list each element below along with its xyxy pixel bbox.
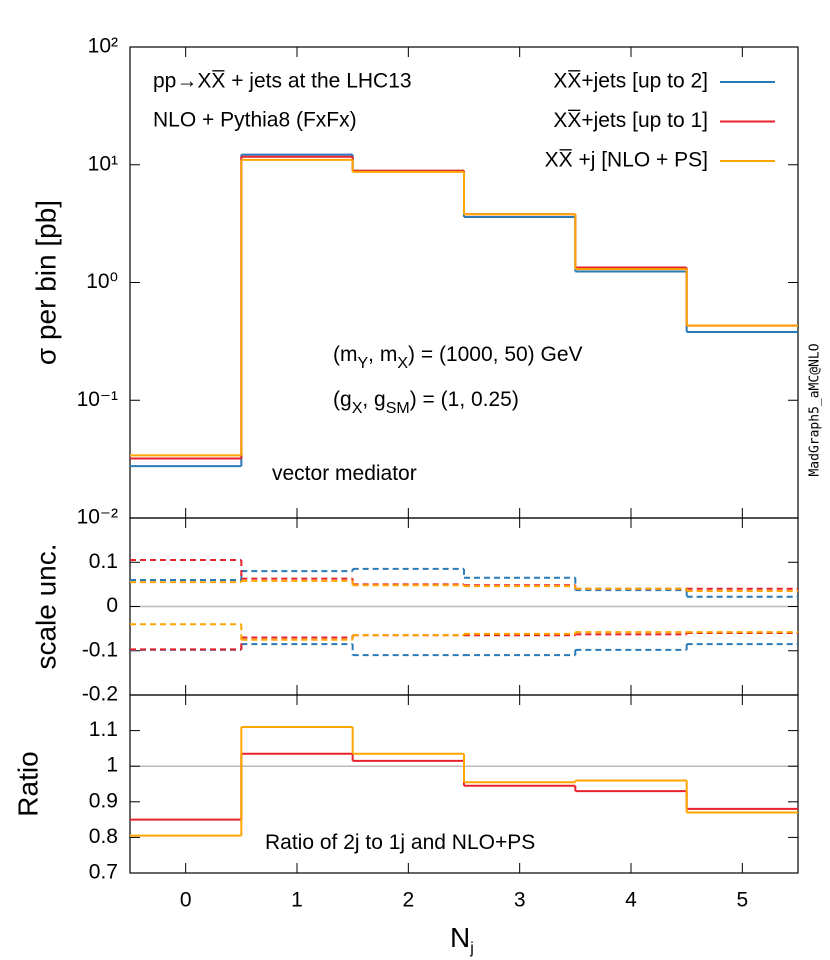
annotation: (mY, mX) = (1000, 50) GeV [333,343,583,372]
y-tick-label: 0.7 [89,861,118,884]
legend-label: XX̅+jets [up to 2] [553,70,708,93]
text-part: ) = (1, 0.25) [410,388,519,411]
chart-subtitle: NLO + Pythia8 (FxFx) [153,109,357,132]
x-tick-label: 4 [625,889,637,912]
y-axis-label: Ratio [12,751,43,816]
y-tick-label: 0.8 [89,825,118,848]
subscript: X [352,400,363,417]
text-part: vector mediator [272,462,417,485]
y-tick-label: 1.1 [89,718,118,741]
y-tick-label: 0.9 [89,789,118,812]
subscript: SM [386,400,410,417]
y-tick-label: 10² [88,35,118,58]
x-tick-label: 2 [402,889,414,912]
y-tick-label: 0 [106,594,118,617]
y-tick-label: 10¹ [88,152,118,175]
x-tick-label: 0 [180,889,192,912]
y-tick-label: 10⁰ [86,270,118,293]
legend-label: XX̅ +j [NLO + PS] [545,149,708,172]
subscript: Y [358,355,369,372]
text-part: , g [362,388,385,411]
y-tick-label: 0.1 [89,550,118,573]
chart-title: pp→XX̅ + jets at the LHC13 [153,70,412,93]
y-tick-label: 10⁻¹ [77,388,118,411]
subscript: j [469,940,474,957]
x-tick-label: 3 [514,889,526,912]
x-tick-label: 5 [736,889,748,912]
text-part: Ratio of 2j to 1j and NLO+PS [265,831,535,854]
text-part: N [450,922,470,953]
text-part: , m [368,343,397,366]
annotation: vector mediator [272,462,417,485]
text-part: (m [333,343,358,366]
x-tick-label: 1 [291,889,303,912]
annotation: Ratio of 2j to 1j and NLO+PS [265,831,535,854]
x-axis-label: Nj [450,922,474,956]
y-tick-label: -0.2 [82,683,118,706]
y-axis-label: scale unc. [30,543,61,669]
plot-frame [129,694,799,874]
y-tick-label: 10⁻² [77,506,118,529]
y-tick-label: -0.1 [82,638,118,661]
text-part: (g [333,388,352,411]
annotation: (gX, gSM) = (1, 0.25) [333,388,519,417]
y-axis-label: σ per bin [pb] [30,200,61,365]
y-tick-label: 1 [106,754,118,777]
legend-label: XX̅+jets [up to 1] [553,109,708,132]
credit: MadGraph5_aMC@NLO [808,343,823,476]
text-part: ) = (1000, 50) GeV [408,343,583,366]
subscript: X [397,355,408,372]
